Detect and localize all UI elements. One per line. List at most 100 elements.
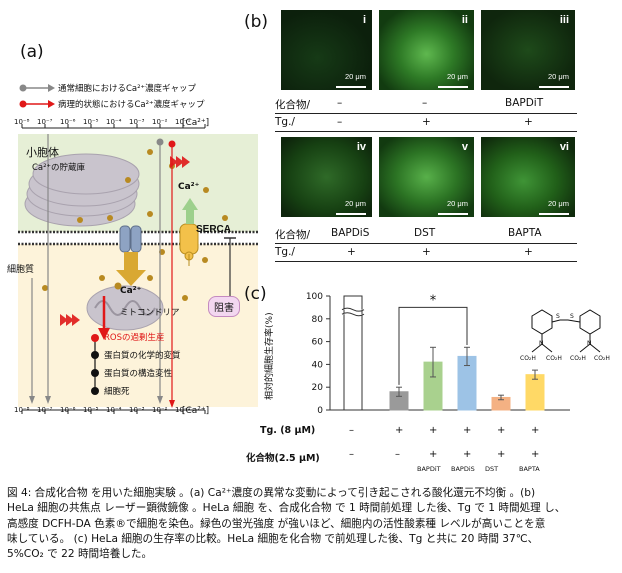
release-arrow xyxy=(116,252,146,286)
axis-tick-label: 10⁻² xyxy=(152,118,168,126)
scale-bar xyxy=(539,86,569,88)
caption-line-2: HeLa 細胞の共焦点 レーザー顕微鏡像 。HeLa 細胞 を、合成化合物 で … xyxy=(7,502,566,515)
ip3-channel xyxy=(119,225,142,253)
image-iv: iv 20 μm xyxy=(281,137,372,217)
cmp-vi: BAPTA xyxy=(508,227,542,239)
image-iii: iii 20 μm xyxy=(481,10,575,90)
tg-ii: + xyxy=(422,116,431,128)
tg-cell: + xyxy=(395,425,404,436)
y-tick-label: 100 xyxy=(306,292,323,302)
mito-label: ミトコンドリア xyxy=(120,308,180,318)
serca-pump xyxy=(179,198,199,266)
svg-text:S: S xyxy=(556,313,560,320)
image-id-v: v xyxy=(461,141,468,153)
ros-arrow xyxy=(98,328,110,340)
axis-tick-label: 10⁻¹ xyxy=(175,118,191,126)
caption-line-5: 5%CO₂ で 22 時間培養した。 xyxy=(7,548,153,561)
compound-cell: + xyxy=(531,449,540,460)
axis-tick-label: 10⁻⁶ xyxy=(60,118,76,126)
top-axis xyxy=(21,124,206,129)
scale-bar xyxy=(336,213,366,215)
axis-tick-label: 10⁻⁶ xyxy=(60,406,76,414)
tg-cell: + xyxy=(429,425,438,436)
panel-c-label: (c) xyxy=(244,284,267,304)
tg-label-row1: Tg./ xyxy=(275,116,295,128)
compound-label-row1: 化合物/ xyxy=(275,99,311,111)
y-axis-label: 相対的細胞生存率(%) xyxy=(265,312,275,400)
svg-text:CO₂H: CO₂H xyxy=(594,355,610,362)
axis-tick-label: 10⁻⁵ xyxy=(83,406,99,414)
er-title: 小胞体 xyxy=(26,146,59,159)
caption-line-1: 図 4: 合成化合物 を用いた細胞実験 。(a) Ca²⁺濃度の異常な変動によっ… xyxy=(7,487,536,499)
er-stack xyxy=(24,153,140,227)
scale-text: 20 μm xyxy=(548,199,569,208)
tg-label-row2: Tg./ xyxy=(275,246,295,258)
scale-text: 20 μm xyxy=(345,199,366,208)
cmp-i: – xyxy=(337,97,343,109)
cell-diagram xyxy=(18,134,258,414)
tg-i: – xyxy=(337,116,343,128)
bar xyxy=(343,295,363,411)
y-tick-label: 0 xyxy=(317,406,323,414)
compound-cell: + xyxy=(463,449,472,460)
tg-cell: + xyxy=(531,425,540,436)
inhibit-badge: 阻害 xyxy=(208,296,240,317)
cmp-iv: BAPDiS xyxy=(331,227,370,239)
tg-iv: + xyxy=(347,246,356,258)
axis-break xyxy=(341,312,365,317)
svg-text:S: S xyxy=(570,313,574,320)
image-i: i 20 μm xyxy=(281,10,372,90)
divider xyxy=(275,113,577,114)
scale-bar xyxy=(539,213,569,215)
image-id-ii: ii xyxy=(461,14,468,26)
tg-cell: + xyxy=(463,425,472,436)
axis-tick-label: 10⁻⁴ xyxy=(106,118,122,126)
tg-vi: + xyxy=(524,246,533,258)
divider xyxy=(275,131,577,132)
tg-iii: + xyxy=(524,116,533,128)
axis-tick-label: 10⁻³ xyxy=(129,406,145,414)
viability-chart: 0 20 40 60 80 100 * xyxy=(306,292,570,414)
bar xyxy=(525,374,545,411)
image-vi: vi 20 μm xyxy=(481,137,575,217)
panel-a-label: (a) xyxy=(20,42,44,62)
legend-patho: 病理的状態におけるCa²⁺濃度ギャップ xyxy=(58,100,205,110)
axis-tick-label: 10⁻² xyxy=(152,406,168,414)
er-sub: Ca²⁺の貯蔵庫 xyxy=(32,163,86,173)
image-id-i: i xyxy=(362,14,366,26)
image-id-iii: iii xyxy=(559,14,569,26)
legend-arrows xyxy=(19,84,55,108)
scale-text: 20 μm xyxy=(447,72,468,81)
legend-normal: 通常細胞におけるCa²⁺濃度ギャップ xyxy=(58,84,197,94)
cmp-v: DST xyxy=(414,227,436,239)
ca-er-label: Ca²⁺ xyxy=(178,182,200,192)
y-tick-label: 80 xyxy=(312,315,324,325)
serca-label: SERCA xyxy=(196,224,232,235)
cmp-iii: BAPDiT xyxy=(505,97,544,109)
compound-name: BAPTA xyxy=(519,465,540,473)
svg-text:CO₂H: CO₂H xyxy=(520,355,536,362)
compound-cell: + xyxy=(429,449,438,460)
axis-tick-label: 10⁻⁸ xyxy=(14,118,30,126)
compound-cell: – xyxy=(349,449,354,460)
step-chem: 蛋白質の化学的変質 xyxy=(104,351,181,361)
image-id-vi: vi xyxy=(559,141,569,153)
y-tick-label: 20 xyxy=(312,383,324,393)
scale-text: 20 μm xyxy=(548,72,569,81)
axis-tick-label: 10⁻³ xyxy=(129,118,145,126)
compound-name: DST xyxy=(485,465,499,473)
svg-text:CO₂H: CO₂H xyxy=(570,355,586,362)
panel-b-label: (b) xyxy=(244,12,269,32)
figure-caption: 図 4: 合成化合物 を用いた細胞実験 。(a) Ca²⁺濃度の異常な変動によっ… xyxy=(7,486,619,562)
tg-cell: – xyxy=(349,425,354,436)
axis-tick-label: 10⁻⁴ xyxy=(106,406,122,414)
tg-v: + xyxy=(422,246,431,258)
divider xyxy=(275,243,577,244)
y-tick-label: 40 xyxy=(312,360,324,370)
ca-mito-label: Ca²⁺ xyxy=(120,286,142,296)
compound-cell: – xyxy=(395,449,400,460)
cmp-ii: – xyxy=(422,97,428,109)
axis-tick-label: 10⁻⁷ xyxy=(37,406,53,414)
scale-text: 20 μm xyxy=(447,199,468,208)
scale-bar xyxy=(438,86,468,88)
